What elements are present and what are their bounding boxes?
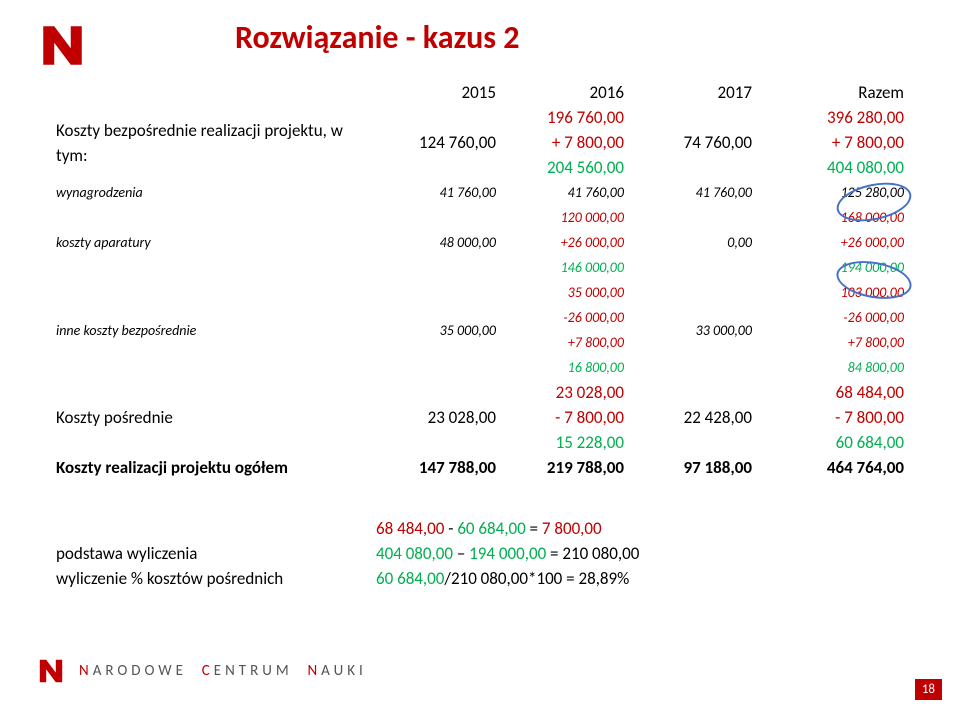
ncn-logo-icon: [35, 655, 67, 687]
footer-logo: NARODOWE CENTRUM NAUKI: [35, 655, 367, 687]
col-2017: 2017: [628, 80, 756, 105]
calc-label: wyliczenie % kosztów pośrednich: [52, 566, 372, 591]
cell: 103 000,00: [756, 280, 908, 305]
table-row: wyliczenie % kosztów pośrednich 60 684,0…: [52, 566, 908, 591]
calc-line-1: 68 484,00 - 60 684,00 = 7 800,00: [372, 516, 908, 541]
cell: 60 684,00: [756, 430, 908, 455]
table-header-row: 2015 2016 2017 Razem: [52, 80, 908, 105]
table-row: 68 484,00 - 60 684,00 = 7 800,00: [52, 516, 908, 541]
cell: + 7 800,00: [756, 130, 908, 155]
col-2015: 2015: [372, 80, 500, 105]
cell: -26 000,00: [756, 305, 908, 330]
calc-value: 60 684,00/210 080,00*100 = 28,89%: [372, 566, 908, 591]
row-label: Koszty pośrednie: [52, 380, 372, 455]
cell: 196 760,00: [500, 105, 628, 130]
cell: 41 760,00: [628, 180, 756, 205]
cell: 168 000,00: [756, 205, 908, 230]
col-2016: 2016: [500, 80, 628, 105]
cell: 204 560,00: [500, 155, 628, 180]
row-label: Koszty realizacji projektu ogółem: [52, 455, 372, 480]
cell: 194 000,00: [756, 255, 908, 280]
cell: 35 000,00: [372, 280, 500, 380]
cell: 74 760,00: [628, 105, 756, 180]
cell: 23 028,00: [372, 380, 500, 455]
calculation-table: 68 484,00 - 60 684,00 = 7 800,00 podstaw…: [52, 516, 908, 591]
cell: 404 080,00: [756, 155, 908, 180]
table-row: inne koszty bezpośrednie 35 000,00 35 00…: [52, 280, 908, 305]
table-row: wynagrodzenia 41 760,00 41 760,00 41 760…: [52, 180, 908, 205]
cell: 84 800,00: [756, 355, 908, 380]
cell: 396 280,00: [756, 105, 908, 130]
row-label: koszty aparatury: [52, 205, 372, 280]
cell: +7 800,00: [756, 330, 908, 355]
ncn-logo: [35, 18, 90, 73]
cell: 41 760,00: [500, 180, 628, 205]
col-total: Razem: [756, 80, 908, 105]
cell: 0,00: [628, 205, 756, 280]
cell: 15 228,00: [500, 430, 628, 455]
table-row: Koszty realizacji projektu ogółem 147 78…: [52, 455, 908, 480]
cell: +26 000,00: [500, 230, 628, 255]
cell: -26 000,00: [500, 305, 628, 330]
cell: 33 000,00: [628, 280, 756, 380]
cell: 147 788,00: [372, 455, 500, 480]
cell: 35 000,00: [500, 280, 628, 305]
cell: 146 000,00: [500, 255, 628, 280]
table-row: podstawa wyliczenia 404 080,00 – 194 000…: [52, 541, 908, 566]
cell: +26 000,00: [756, 230, 908, 255]
row-label: inne koszty bezpośrednie: [52, 280, 372, 380]
page-title: Rozwiązanie - kazus 2: [235, 18, 520, 57]
calc-label: podstawa wyliczenia: [52, 541, 372, 566]
cell: 48 000,00: [372, 205, 500, 280]
cell: - 7 800,00: [500, 405, 628, 430]
cell: 124 760,00: [372, 105, 500, 180]
cell: +7 800,00: [500, 330, 628, 355]
table-row: Koszty pośrednie 23 028,00 23 028,00 22 …: [52, 380, 908, 405]
cell: - 7 800,00: [756, 405, 908, 430]
cell: 16 800,00: [500, 355, 628, 380]
cost-table: 2015 2016 2017 Razem Koszty bezpośrednie…: [52, 80, 908, 480]
cell: 22 428,00: [628, 380, 756, 455]
cell: 97 188,00: [628, 455, 756, 480]
footer-text: NARODOWE CENTRUM NAUKI: [79, 662, 367, 680]
cell: 23 028,00: [500, 380, 628, 405]
table-row: koszty aparatury 48 000,00 120 000,00 0,…: [52, 205, 908, 230]
table-row: Koszty bezpośrednie realizacji projektu,…: [52, 105, 908, 130]
cell: 68 484,00: [756, 380, 908, 405]
cell: + 7 800,00: [500, 130, 628, 155]
cell: 120 000,00: [500, 205, 628, 230]
row-label: Koszty bezpośrednie realizacji projektu,…: [52, 105, 372, 180]
calc-value: 404 080,00 – 194 000,00 = 210 080,00: [372, 541, 908, 566]
page-number: 18: [915, 679, 942, 700]
cell: 125 280,00: [756, 180, 908, 205]
cell: 464 764,00: [756, 455, 908, 480]
cell: 219 788,00: [500, 455, 628, 480]
cell: 41 760,00: [372, 180, 500, 205]
row-label: wynagrodzenia: [52, 180, 372, 205]
